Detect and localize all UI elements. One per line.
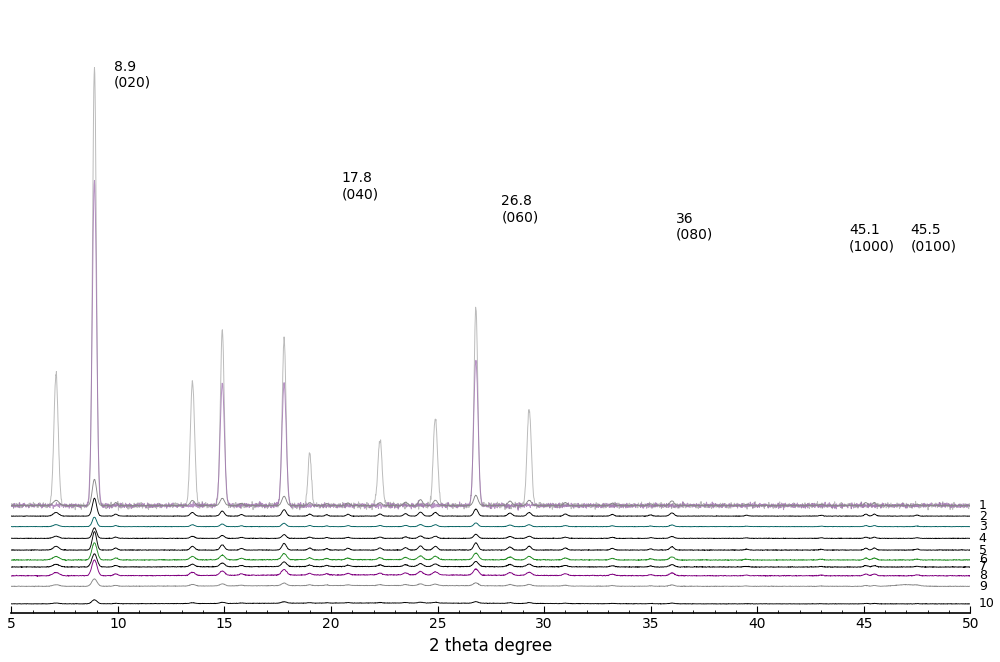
Text: 1: 1 bbox=[979, 499, 987, 512]
Text: 9: 9 bbox=[979, 580, 987, 592]
Text: 2: 2 bbox=[979, 510, 987, 522]
Text: 7: 7 bbox=[979, 561, 987, 573]
Text: 8.9
(020): 8.9 (020) bbox=[114, 60, 151, 90]
Text: 26.8
(060): 26.8 (060) bbox=[501, 194, 539, 224]
Text: 36
(080): 36 (080) bbox=[676, 212, 713, 242]
Text: 6: 6 bbox=[979, 553, 987, 567]
Text: 3: 3 bbox=[979, 520, 987, 533]
Text: 5: 5 bbox=[979, 544, 987, 557]
Text: 45.5
(0100): 45.5 (0100) bbox=[911, 224, 957, 254]
Text: 8: 8 bbox=[979, 569, 987, 583]
Text: 17.8
(040): 17.8 (040) bbox=[342, 171, 379, 201]
Text: 45.1
(1000): 45.1 (1000) bbox=[849, 224, 895, 254]
X-axis label: 2 theta degree: 2 theta degree bbox=[429, 637, 552, 655]
Text: 4: 4 bbox=[979, 532, 987, 545]
Text: 10: 10 bbox=[979, 597, 995, 610]
